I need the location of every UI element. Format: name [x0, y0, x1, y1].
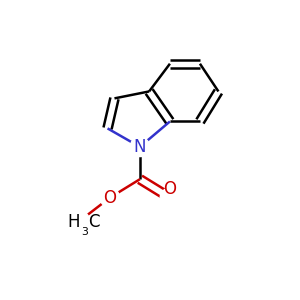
Circle shape	[100, 188, 120, 207]
Text: C: C	[88, 213, 99, 231]
Text: O: O	[164, 180, 176, 198]
Circle shape	[70, 211, 89, 230]
Text: O: O	[103, 189, 116, 207]
Circle shape	[130, 137, 150, 157]
Circle shape	[160, 188, 180, 207]
Text: 3: 3	[81, 227, 88, 237]
Text: N: N	[134, 138, 146, 156]
Text: H: H	[67, 213, 80, 231]
